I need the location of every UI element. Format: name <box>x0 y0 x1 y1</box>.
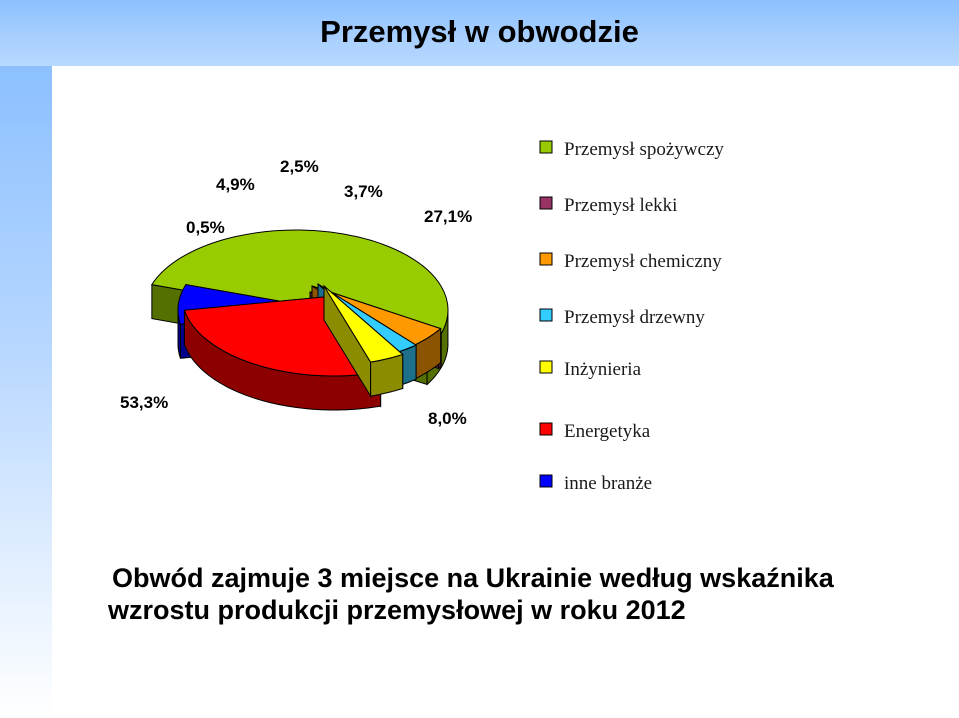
title-band <box>0 0 959 66</box>
slide-title: Przemysł w obwodzie <box>320 14 639 49</box>
data-label-2: 0,5% <box>186 218 225 237</box>
caption: Obwód zajmuje 3 miejsce na Ukrainie wedł… <box>108 562 932 626</box>
legend-swatch-5 <box>539 360 553 374</box>
data-label-6: 27,1% <box>424 207 472 226</box>
legend-label-3: Przemysł chemiczny <box>564 251 722 272</box>
legend-label-5: Inżynieria <box>564 359 642 380</box>
side-band <box>0 66 52 718</box>
data-label-3: 4,9% <box>216 175 255 194</box>
data-label-7: 8,0% <box>428 409 467 428</box>
legend-label-2: Przemysł lekki <box>564 195 677 216</box>
data-label-1: 53,3% <box>120 393 168 412</box>
legend-swatch-3 <box>539 252 553 266</box>
data-label-5: 3,7% <box>344 182 383 201</box>
legend-label-7: inne branże <box>564 473 652 494</box>
legend-label-6: Energetyka <box>564 421 651 442</box>
slice-top <box>323 285 404 363</box>
pie-slice-5 <box>323 284 404 398</box>
data-label-4: 2,5% <box>280 157 319 176</box>
legend-swatch-6 <box>539 422 553 436</box>
legend-swatch-7 <box>539 474 553 488</box>
caption-line-1: Obwód zajmuje 3 miejsce na Ukrainie wedł… <box>112 563 834 593</box>
legend-swatch-1 <box>539 140 553 154</box>
legend-label-1: Przemysł spożywczy <box>564 139 724 160</box>
caption-line-2: wzrostu produkcji przemysłowej w roku 20… <box>108 595 686 625</box>
legend-swatch-2 <box>539 196 553 210</box>
legend-label-4: Przemysł drzewny <box>564 307 705 328</box>
legend-swatch-4 <box>539 308 553 322</box>
